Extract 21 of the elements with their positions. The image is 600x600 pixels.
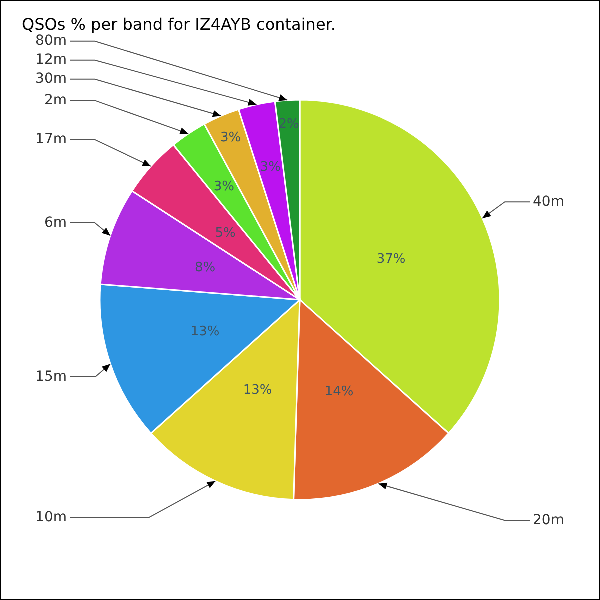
data-label: 2% xyxy=(278,116,300,132)
slice-label: 6m xyxy=(44,214,67,231)
data-label: 14% xyxy=(324,384,354,400)
data-label: 8% xyxy=(194,260,216,276)
data-label: 5% xyxy=(215,226,236,241)
slice-label: 40m xyxy=(533,194,564,210)
data-label: 37% xyxy=(376,252,406,267)
slice-label: 2m xyxy=(44,92,67,109)
data-label: 3% xyxy=(214,180,235,195)
slice-label: 80m xyxy=(36,33,67,50)
data-label: 3% xyxy=(260,160,281,175)
data-label: 13% xyxy=(243,383,272,398)
slice-label: 15m xyxy=(36,368,67,385)
slice-label: 20m xyxy=(533,512,564,528)
slice-label: 30m xyxy=(36,71,67,88)
data-label: 13% xyxy=(190,324,220,340)
slice-label: 10m xyxy=(36,509,67,526)
slice-label: 17m xyxy=(36,132,67,148)
chart-title: QSOs % per band for IZ4AYB container. xyxy=(22,15,336,34)
data-label: 3% xyxy=(220,130,242,146)
slice-label: 12m xyxy=(36,52,67,68)
